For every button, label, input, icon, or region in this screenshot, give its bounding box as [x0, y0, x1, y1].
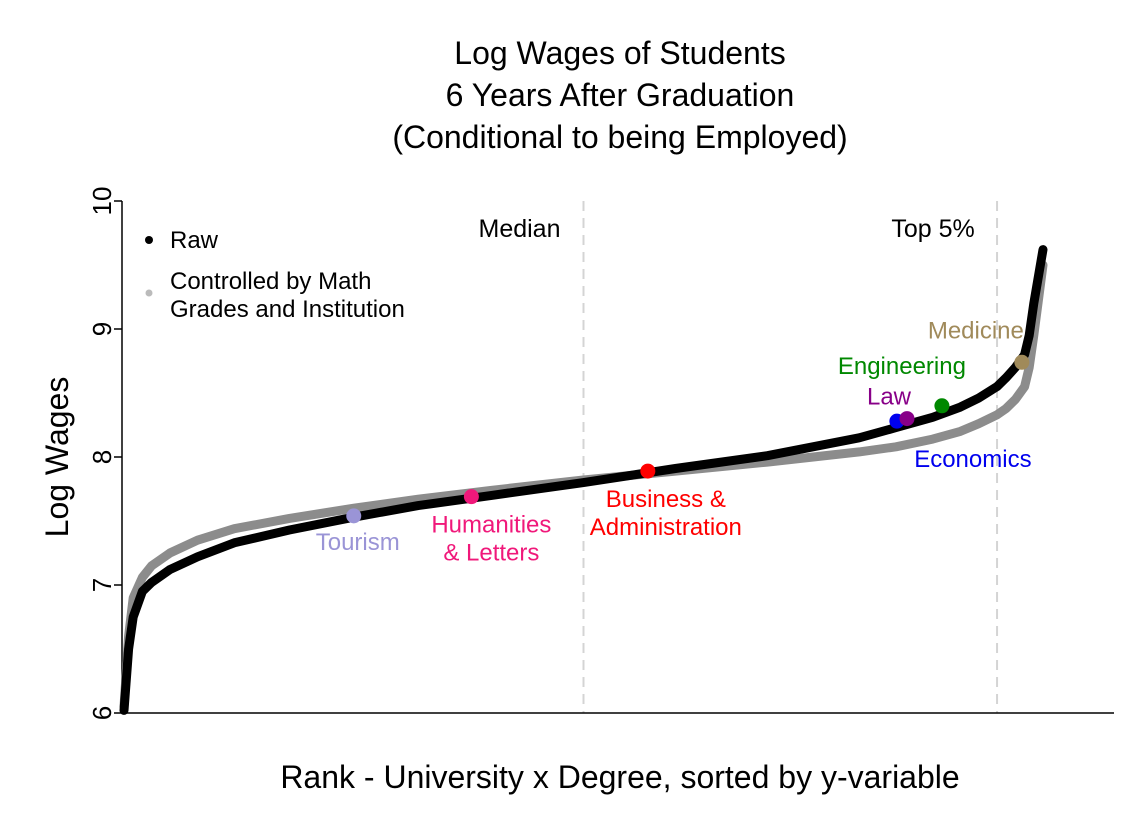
x-axis-label: Rank - University x Degree, sorted by y-… — [280, 759, 959, 795]
chart-title: Log Wages of Students 6 Years After Grad… — [392, 35, 847, 155]
reference-lines: Median Top 5% — [479, 201, 999, 713]
reference-line-label: Top 5% — [891, 215, 974, 243]
category-point-label: Administration — [590, 514, 742, 541]
category-point — [899, 411, 915, 427]
series-layer — [119, 245, 1048, 715]
axes: 6 7 8 9 10 — [87, 187, 1114, 720]
category-point-label: Humanities — [431, 512, 551, 539]
category-point — [1014, 354, 1030, 370]
category-point — [640, 463, 656, 479]
y-tick-label: 7 — [87, 578, 117, 592]
category-point-label: Engineering — [838, 353, 966, 380]
chart-title-line-1: Log Wages of Students — [454, 35, 785, 71]
category-point-label: & Letters — [443, 540, 539, 567]
y-tick-label: 10 — [87, 187, 117, 216]
category-point-label: Business & — [606, 486, 726, 513]
chart-title-line-3: (Conditional to being Employed) — [392, 119, 847, 155]
legend-label: Raw — [170, 227, 219, 254]
category-point — [934, 398, 950, 414]
y-tick-label: 6 — [87, 706, 117, 720]
y-tick-label: 9 — [87, 322, 117, 336]
reference-line-label: Median — [479, 215, 561, 243]
legend-marker — [145, 289, 153, 297]
legend-label: Controlled by Math — [170, 268, 371, 295]
category-point — [463, 489, 479, 505]
category-point — [346, 508, 362, 524]
legend-marker — [145, 236, 153, 244]
chart-title-line-2: 6 Years After Graduation — [446, 77, 795, 113]
category-point-label: Tourism — [316, 529, 400, 556]
legend-label: Grades and Institution — [170, 296, 405, 323]
y-axis-label: Log Wages — [39, 377, 75, 538]
category-point-label: Law — [867, 384, 912, 411]
category-point-label: Economics — [914, 446, 1031, 473]
category-points: Tourism Humanities& Letters Business &Admi… — [316, 317, 1032, 566]
category-point-label: Medicine — [928, 317, 1024, 344]
y-tick-label: 8 — [87, 450, 117, 464]
series-line-0 — [119, 245, 1048, 715]
